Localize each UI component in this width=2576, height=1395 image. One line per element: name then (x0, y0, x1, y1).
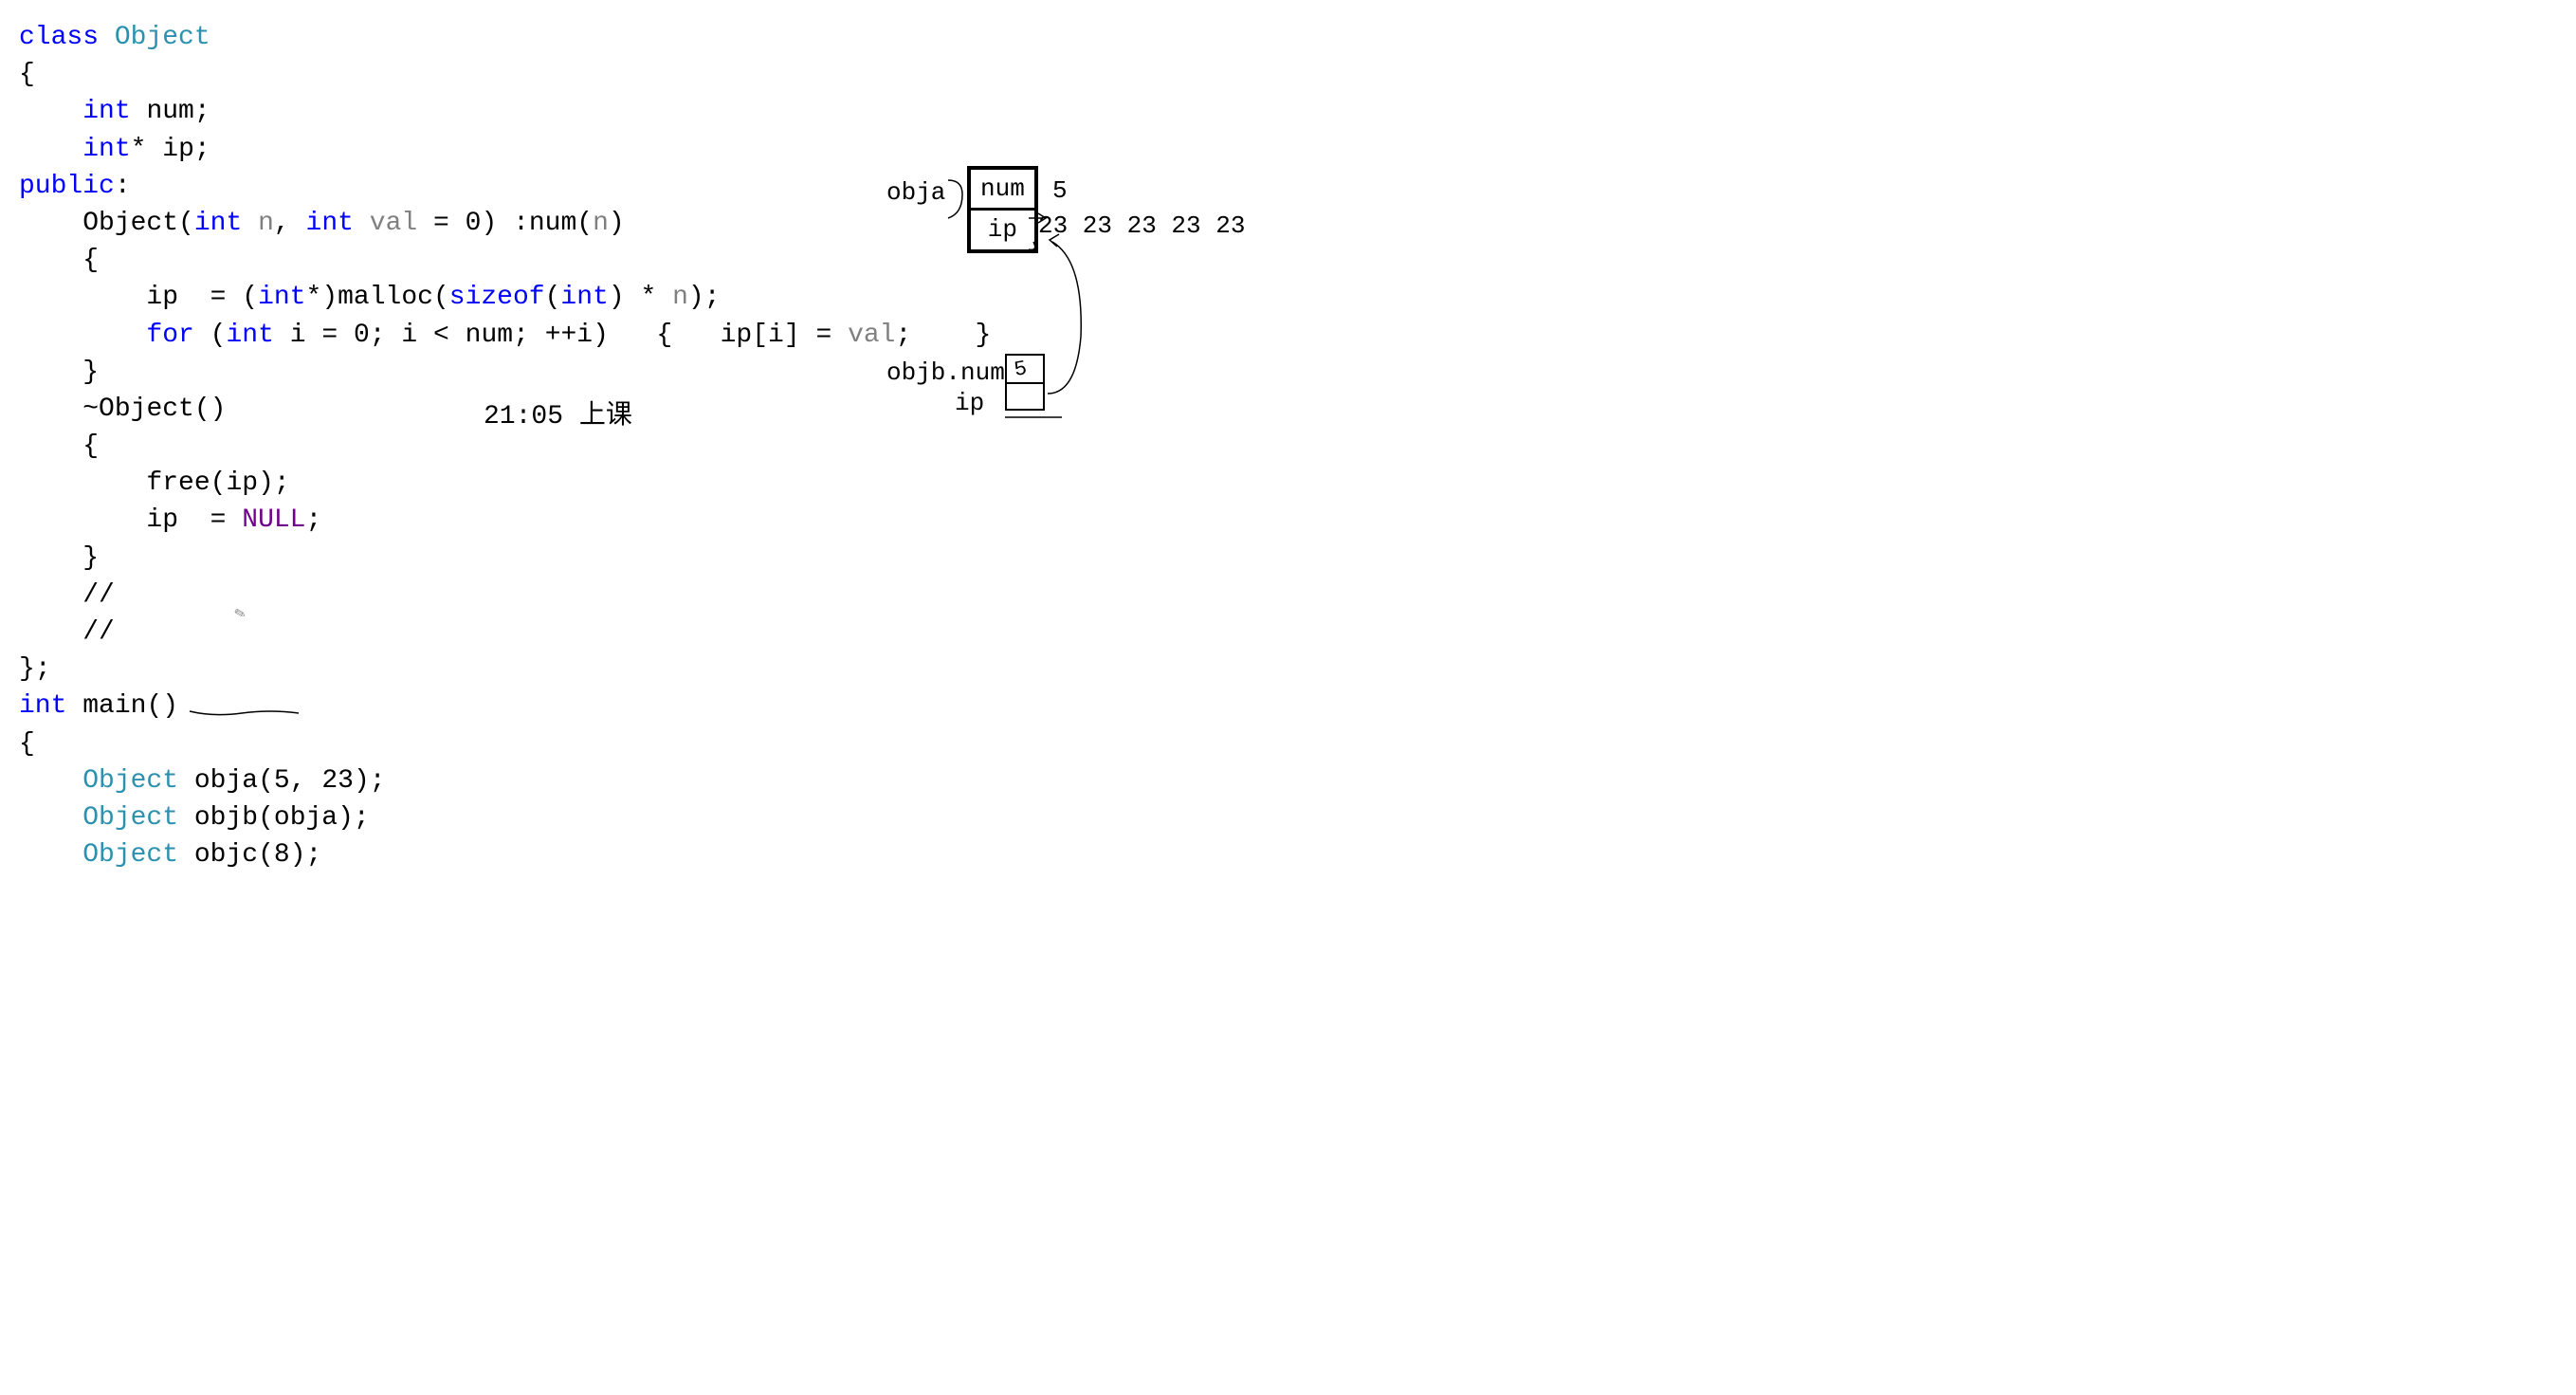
type-object: Object (115, 23, 210, 52)
code-editor-content: class Object { int num; int* ip; public:… (19, 19, 2557, 873)
destructor-name: Object (99, 395, 194, 424)
brace: { (19, 60, 35, 89)
time-note-annotation: 21:05 上课 (484, 398, 632, 435)
num-cell: num (971, 170, 1034, 211)
obja-label: obja (886, 175, 945, 210)
objb-ip-label: ip (955, 386, 984, 420)
underline-sketch (185, 704, 318, 723)
id-objb: objb (194, 803, 258, 833)
comment: // (82, 580, 115, 610)
fn-free: free (146, 468, 210, 498)
objb-num-label: objb.num (886, 356, 1005, 390)
id-ip: ip (162, 135, 194, 164)
num-value: 5 (1052, 174, 1068, 208)
id-num: num (146, 97, 193, 126)
keyword-int: int (82, 135, 130, 164)
id-obja: obja (194, 766, 258, 796)
param-val: val (370, 209, 417, 238)
keyword-public: public (19, 172, 115, 201)
comment: // (82, 617, 115, 647)
constructor-name: Object (82, 209, 178, 238)
macro-null: NULL (242, 505, 305, 535)
fn-main: main (82, 691, 146, 721)
id-objc: objc (194, 840, 258, 870)
keyword-sizeof: sizeof (449, 283, 545, 312)
keyword-for: for (146, 321, 193, 350)
fn-malloc: malloc (338, 283, 433, 312)
obja-box: num ip (967, 166, 1038, 253)
ip-cell: ip (971, 211, 1034, 248)
keyword-int: int (82, 97, 130, 126)
ip-values: 23 23 23 23 23 (1038, 209, 1245, 243)
param-n: n (258, 209, 274, 238)
keyword-class: class (19, 23, 99, 52)
